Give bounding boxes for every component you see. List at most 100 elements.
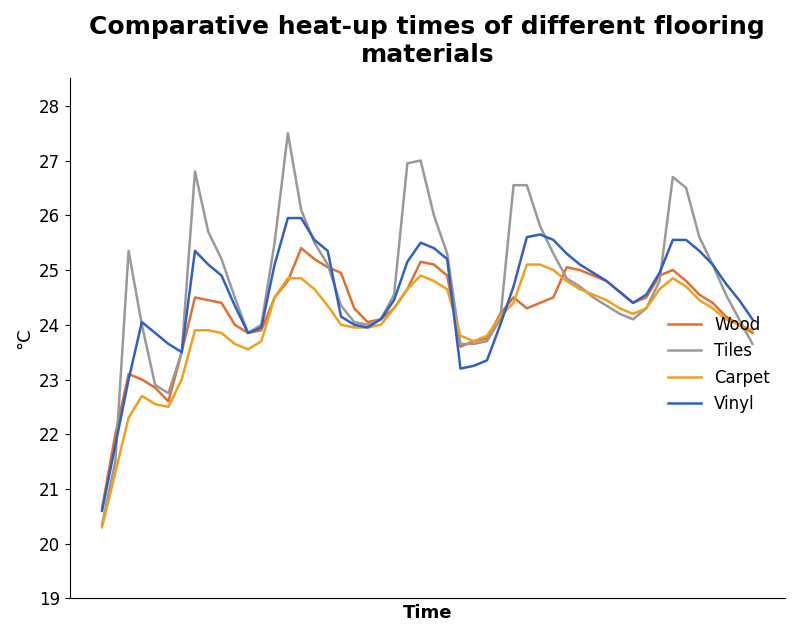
Vinyl xyxy=(350,321,359,329)
Tiles xyxy=(230,294,239,301)
Tiles xyxy=(456,340,466,348)
Vinyl xyxy=(296,214,306,222)
Wood xyxy=(654,272,664,280)
Carpet xyxy=(150,400,160,408)
Vinyl xyxy=(654,269,664,276)
Wood xyxy=(495,310,505,318)
Vinyl xyxy=(283,214,293,222)
Wood xyxy=(562,264,571,271)
Tiles xyxy=(682,184,691,192)
Wood xyxy=(110,431,120,438)
Tiles xyxy=(535,222,545,230)
Carpet xyxy=(124,414,134,422)
Tiles xyxy=(602,302,611,310)
Wood xyxy=(150,384,160,392)
Wood xyxy=(217,299,226,306)
Carpet xyxy=(482,332,492,340)
Tiles xyxy=(668,173,678,181)
Tiles xyxy=(257,321,266,329)
Carpet xyxy=(283,275,293,282)
Tiles xyxy=(469,340,478,348)
Carpet xyxy=(495,313,505,320)
Carpet xyxy=(694,296,704,304)
Carpet xyxy=(522,261,532,268)
Wood xyxy=(509,294,518,301)
Wood xyxy=(708,299,718,306)
Carpet xyxy=(230,340,239,348)
Carpet xyxy=(748,326,758,334)
Carpet xyxy=(376,321,386,329)
Vinyl xyxy=(615,288,625,296)
Carpet xyxy=(575,285,585,293)
Vinyl xyxy=(310,236,319,244)
Wood xyxy=(734,321,744,329)
Carpet xyxy=(217,329,226,337)
Tiles xyxy=(522,182,532,189)
Tiles xyxy=(628,315,638,323)
Wood xyxy=(482,334,492,342)
Carpet xyxy=(350,324,359,331)
Wood xyxy=(602,277,611,285)
Vinyl xyxy=(390,296,399,304)
Carpet xyxy=(296,275,306,282)
Wood xyxy=(522,304,532,312)
Vinyl xyxy=(336,313,346,320)
Vinyl xyxy=(682,236,691,244)
Carpet xyxy=(390,304,399,312)
Vinyl xyxy=(362,324,372,331)
Tiles xyxy=(509,182,518,189)
Carpet xyxy=(323,302,333,310)
Tiles xyxy=(575,283,585,290)
Vinyl xyxy=(734,296,744,304)
Tiles xyxy=(748,340,758,348)
Carpet xyxy=(682,283,691,290)
Wood xyxy=(549,294,558,301)
Tiles xyxy=(150,381,160,389)
Carpet xyxy=(362,324,372,331)
Wood xyxy=(642,294,651,301)
Wood xyxy=(615,288,625,296)
Carpet xyxy=(442,285,452,293)
Vinyl xyxy=(243,329,253,337)
Wood xyxy=(203,296,213,304)
Carpet xyxy=(110,469,120,476)
Tiles xyxy=(203,228,213,236)
Tiles xyxy=(402,159,412,167)
Vinyl xyxy=(230,302,239,310)
Vinyl xyxy=(270,261,279,268)
Carpet xyxy=(562,277,571,285)
Carpet xyxy=(535,261,545,268)
Tiles xyxy=(416,157,426,164)
Tiles xyxy=(642,304,651,312)
Carpet xyxy=(137,392,146,400)
Vinyl xyxy=(708,261,718,268)
Vinyl xyxy=(694,247,704,255)
Vinyl xyxy=(110,441,120,449)
Vinyl xyxy=(376,315,386,323)
Line: Wood: Wood xyxy=(102,248,753,508)
Carpet xyxy=(456,332,466,340)
Wood xyxy=(164,397,174,405)
Legend: Wood, Tiles, Carpet, Vinyl: Wood, Tiles, Carpet, Vinyl xyxy=(661,310,777,420)
Vinyl xyxy=(456,365,466,373)
Carpet xyxy=(549,266,558,274)
Vinyl xyxy=(721,280,730,287)
Tiles xyxy=(694,233,704,241)
Tiles xyxy=(362,321,372,329)
Carpet xyxy=(429,277,438,285)
Tiles xyxy=(721,291,730,299)
Wood xyxy=(469,338,478,345)
Wood xyxy=(270,294,279,301)
Wood xyxy=(628,299,638,306)
Carpet xyxy=(402,285,412,293)
Carpet xyxy=(708,304,718,312)
Tiles xyxy=(350,318,359,326)
Vinyl xyxy=(495,321,505,329)
Wood xyxy=(390,304,399,312)
Tiles xyxy=(390,291,399,299)
Wood xyxy=(124,370,134,378)
Vinyl xyxy=(588,269,598,276)
Y-axis label: °C: °C xyxy=(15,327,33,349)
Vinyl xyxy=(509,283,518,290)
Carpet xyxy=(615,304,625,312)
